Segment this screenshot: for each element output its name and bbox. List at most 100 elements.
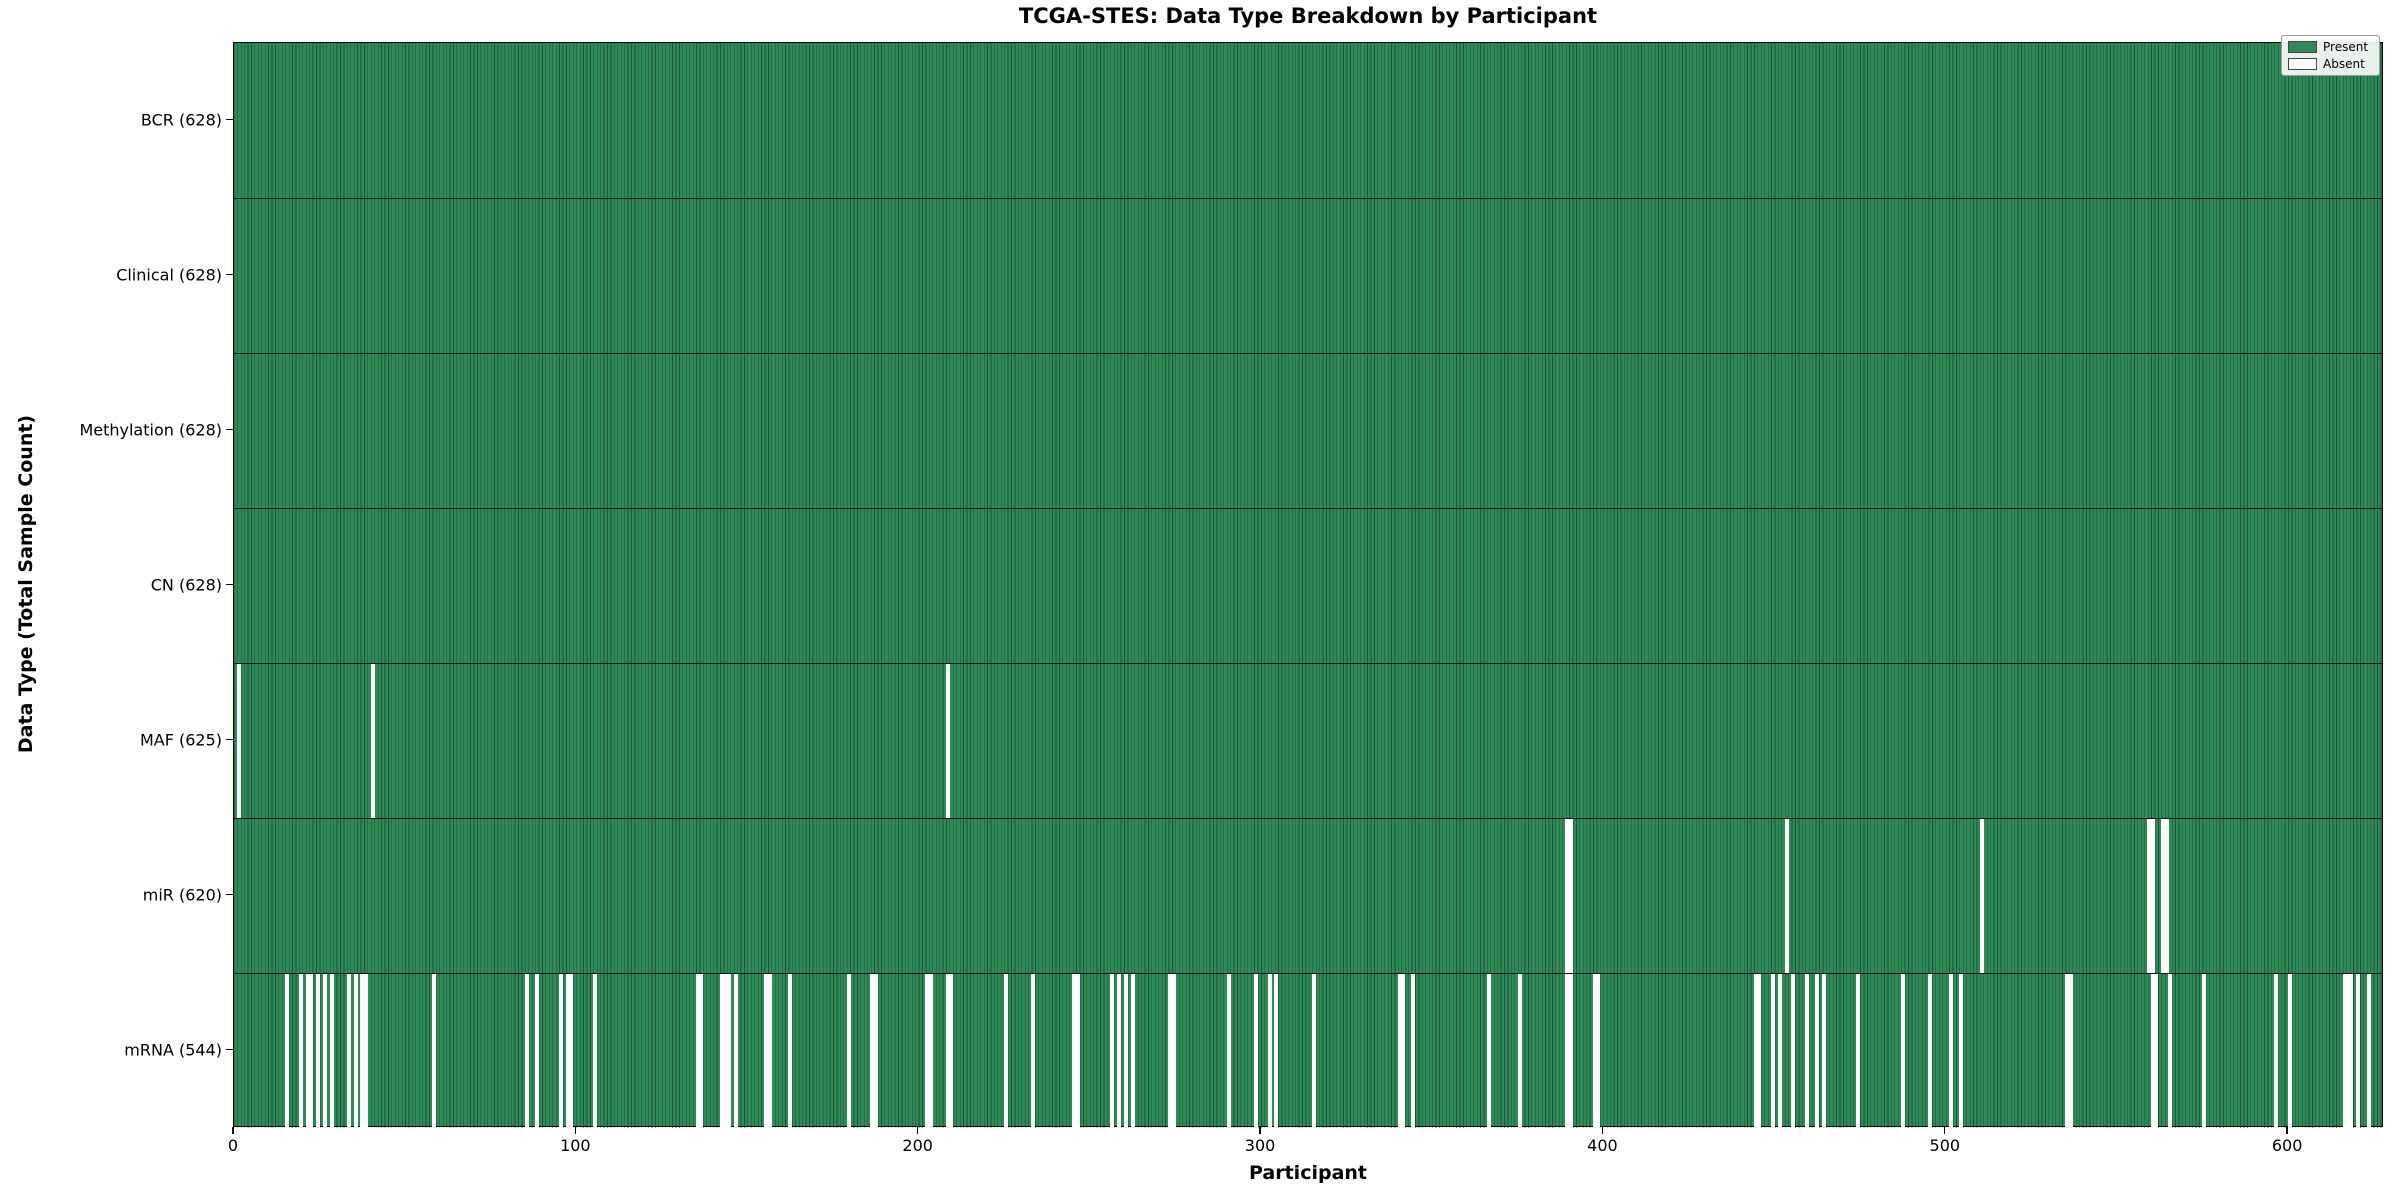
absent-stripe xyxy=(1226,973,1231,1128)
absent-stripe xyxy=(2356,973,2361,1128)
plot-area xyxy=(233,42,2383,1128)
absent-stripe xyxy=(1596,973,1601,1128)
absent-stripe xyxy=(726,973,731,1128)
absent-stripe xyxy=(1411,973,1416,1128)
absent-stripe xyxy=(2349,973,2354,1128)
absent-stripe xyxy=(237,663,242,818)
absent-stripe xyxy=(1004,973,1009,1128)
absent-stripe xyxy=(360,973,365,1128)
absent-stripe xyxy=(1592,973,1597,1128)
row-separator xyxy=(234,198,2382,199)
absent-stripe xyxy=(2274,973,2279,1128)
y-tick-label-mrna: mRNA (544) xyxy=(124,1040,222,1059)
y-tick-label-cn: CN (628) xyxy=(150,575,222,594)
absent-stripe xyxy=(2154,973,2159,1128)
row-cn xyxy=(234,508,2382,663)
absent-stripe xyxy=(1123,973,1128,1128)
absent-stripe xyxy=(534,973,539,1128)
absent-stripe xyxy=(2168,973,2173,1128)
absent-stripe xyxy=(1253,973,1258,1128)
absent-stripe xyxy=(1072,973,1077,1128)
x-tick-label-600: 600 xyxy=(2271,1136,2303,1155)
absent-stripe xyxy=(2164,818,2169,973)
absent-stripe xyxy=(2150,973,2155,1128)
row-separator xyxy=(234,818,2382,819)
legend-entry-present: Present xyxy=(2288,41,2372,53)
absent-stripe xyxy=(1753,973,1758,1128)
absent-stripe xyxy=(1856,973,1861,1128)
absent-stripe xyxy=(1565,973,1570,1128)
absent-stripe xyxy=(1777,973,1782,1128)
absent-stripe xyxy=(1171,973,1176,1128)
x-tick-mark xyxy=(232,1127,234,1134)
absent-stripe xyxy=(565,973,570,1128)
absent-stripe xyxy=(1312,973,1317,1128)
y-tick-mark xyxy=(226,583,233,586)
absent-stripe xyxy=(1110,973,1115,1128)
absent-stripe xyxy=(363,973,368,1128)
absent-stripe xyxy=(1568,818,1573,973)
y-tick-mark xyxy=(226,428,233,431)
row-separator xyxy=(234,353,2382,354)
absent-stripe xyxy=(1517,973,1522,1128)
row-maf xyxy=(234,663,2382,818)
row-separator xyxy=(234,663,2382,664)
absent-stripe xyxy=(370,663,375,818)
row-mir xyxy=(234,818,2382,973)
absent-stripe xyxy=(1565,818,1570,973)
absent-stripe xyxy=(315,973,320,1128)
y-tick-mark xyxy=(226,893,233,896)
y-axis-label: Data Type (Total Sample Count) xyxy=(15,414,37,754)
x-tick-mark xyxy=(574,1127,577,1134)
absent-stripe xyxy=(524,973,529,1128)
absent-stripe xyxy=(1130,973,1135,1128)
absent-stripe xyxy=(1486,973,1491,1128)
absent-stripe xyxy=(1168,973,1173,1128)
absent-stripe xyxy=(1770,973,1775,1128)
absent-stripe xyxy=(2150,818,2155,973)
absent-stripe xyxy=(733,973,738,1128)
x-tick-label-100: 100 xyxy=(560,1136,591,1155)
y-tick-label-bcr: BCR (628) xyxy=(140,110,222,129)
y-tick-label-methylation: Methylation (628) xyxy=(79,420,222,439)
x-tick-mark xyxy=(1601,1127,1604,1134)
legend-label: Absent xyxy=(2323,57,2365,71)
legend-entry-absent: Absent xyxy=(2288,58,2372,70)
row-clinical xyxy=(234,198,2382,353)
row-separator xyxy=(234,973,2382,974)
y-tick-mark xyxy=(226,273,233,276)
absent-stripe xyxy=(846,973,851,1128)
absent-stripe xyxy=(723,973,728,1128)
x-tick-label-0: 0 xyxy=(227,1136,239,1155)
row-bcr xyxy=(234,43,2382,198)
x-tick-label-400: 400 xyxy=(1587,1136,1618,1155)
x-axis-label: Participant xyxy=(1248,1162,1368,1184)
absent-stripe xyxy=(767,973,772,1128)
absent-stripe xyxy=(1959,973,1964,1128)
absent-stripe xyxy=(1075,973,1080,1128)
row-methylation xyxy=(234,353,2382,508)
absent-stripe xyxy=(309,973,314,1128)
legend-swatch-present xyxy=(2288,41,2317,53)
absent-stripe xyxy=(1116,973,1121,1128)
y-tick-mark xyxy=(226,118,233,121)
absent-stripe xyxy=(925,973,930,1128)
absent-stripe xyxy=(1805,973,1810,1128)
absent-stripe xyxy=(788,973,793,1128)
absent-stripe xyxy=(1791,973,1796,1128)
absent-stripe xyxy=(2068,973,2073,1128)
absent-stripe xyxy=(353,973,358,1128)
absent-stripe xyxy=(1568,973,1573,1128)
absent-stripe xyxy=(305,973,310,1128)
x-tick-mark xyxy=(1259,1127,1261,1134)
chart-title: TCGA-STES: Data Type Breakdown by Partic… xyxy=(1018,4,1598,28)
absent-stripe xyxy=(928,973,933,1128)
absent-stripe xyxy=(1267,973,1272,1128)
absent-stripe xyxy=(558,973,563,1128)
absent-stripe xyxy=(945,663,950,818)
absent-stripe xyxy=(1822,973,1827,1128)
y-tick-label-clinical: Clinical (628) xyxy=(116,265,222,284)
absent-stripe xyxy=(699,973,704,1128)
x-tick-mark xyxy=(2286,1127,2288,1134)
absent-stripe xyxy=(764,973,769,1128)
